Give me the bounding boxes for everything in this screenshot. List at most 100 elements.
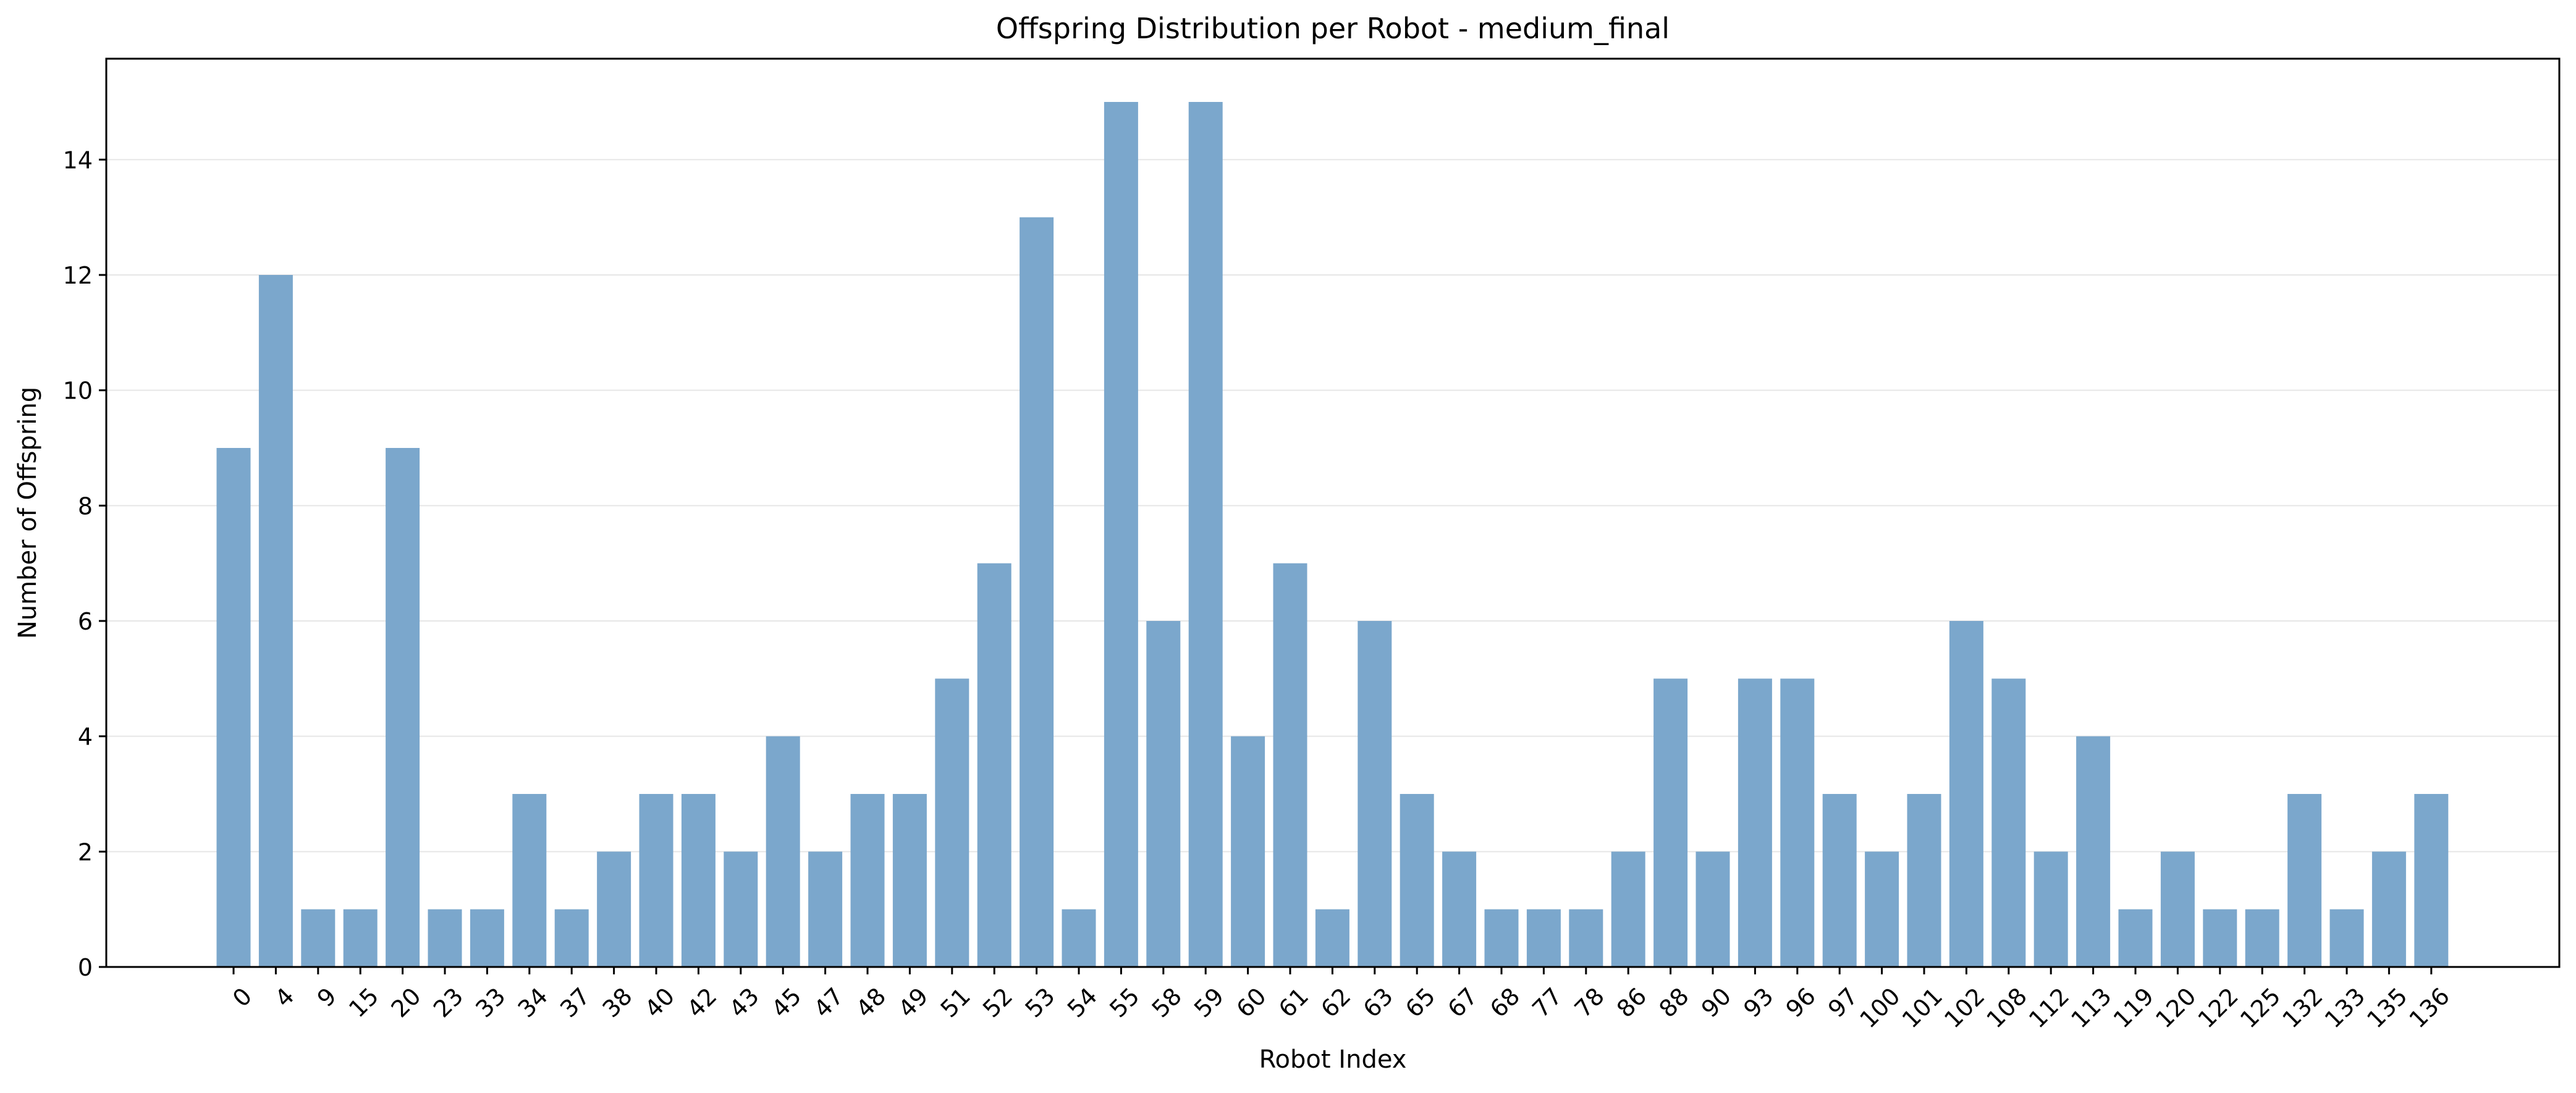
bar-53 — [1020, 217, 1054, 968]
bar-47 — [808, 851, 843, 967]
x-tick-label: 65 — [1400, 982, 1440, 1023]
bar-108 — [1991, 678, 2026, 967]
bars — [216, 102, 2449, 968]
bar-125 — [2245, 909, 2279, 967]
x-tick-label: 45 — [766, 982, 806, 1023]
x-tick-label: 55 — [1104, 982, 1144, 1023]
bar-51 — [935, 678, 969, 967]
x-tick-label: 51 — [935, 982, 976, 1023]
x-tick-label: 60 — [1231, 982, 1271, 1023]
x-tick-label: 67 — [1442, 982, 1482, 1023]
bar-33 — [470, 909, 504, 967]
bar-61 — [1273, 563, 1307, 967]
x-axis-ticks: 0 4 9 15 20 23 33 34 37 38 40 42 43 45 47 48 49 51 52 53 54 5… — [227, 967, 2455, 1033]
bar-55 — [1104, 102, 1138, 967]
bar-43 — [724, 851, 758, 967]
x-tick-label: 132 — [2277, 982, 2328, 1033]
x-tick-label: 23 — [428, 982, 468, 1023]
x-tick-label: 93 — [1738, 982, 1778, 1023]
bar-119 — [2118, 909, 2153, 967]
y-tick-label: 0 — [78, 954, 93, 981]
y-tick-label: 2 — [78, 838, 93, 866]
bar-52 — [977, 563, 1011, 967]
x-tick-label: 100 — [1854, 982, 1905, 1033]
y-axis-ticks: 0 2 4 6 8 10 12 14 — [63, 146, 106, 981]
bar-112 — [2033, 851, 2068, 967]
x-tick-label: 77 — [1527, 982, 1567, 1023]
bar-20 — [386, 448, 420, 967]
bar-15 — [343, 909, 378, 967]
y-axis-label: Number of Offspring — [14, 387, 42, 639]
bar-136 — [2414, 794, 2449, 967]
x-tick-label: 42 — [682, 982, 722, 1023]
bar-45 — [766, 736, 800, 967]
x-tick-label: 108 — [1982, 982, 2032, 1033]
x-axis-label: Robot Index — [1259, 1045, 1407, 1074]
x-tick-label: 119 — [2108, 982, 2159, 1033]
bar-54 — [1062, 909, 1096, 967]
bar-77 — [1526, 909, 1561, 967]
bar-102 — [1949, 621, 1983, 967]
x-tick-label: 9 — [312, 982, 342, 1012]
y-tick-label: 4 — [78, 724, 93, 751]
x-tick-label: 34 — [513, 982, 553, 1023]
x-tick-label: 125 — [2235, 982, 2286, 1033]
x-tick-label: 58 — [1147, 982, 1187, 1023]
bar-37 — [554, 909, 589, 967]
bar-88 — [1653, 678, 1688, 967]
bar-40 — [639, 794, 674, 967]
bar-58 — [1146, 621, 1181, 967]
y-tick-label: 8 — [78, 492, 93, 520]
bar-0 — [216, 448, 251, 967]
x-tick-label: 49 — [893, 982, 933, 1023]
x-tick-label: 122 — [2193, 982, 2244, 1033]
y-tick-label: 12 — [63, 262, 93, 289]
bar-78 — [1569, 909, 1603, 967]
x-tick-label: 38 — [597, 982, 637, 1023]
bar-96 — [1780, 678, 1815, 967]
x-tick-label: 43 — [724, 982, 764, 1023]
x-tick-label: 20 — [386, 982, 426, 1023]
bar-60 — [1231, 736, 1265, 967]
x-tick-label: 37 — [555, 982, 595, 1023]
bar-38 — [597, 851, 631, 967]
x-tick-label: 112 — [2024, 982, 2074, 1033]
x-tick-label: 78 — [1569, 982, 1610, 1023]
plot-frame — [105, 57, 2561, 968]
bar-42 — [681, 794, 716, 967]
bar-132 — [2287, 794, 2322, 967]
x-tick-label: 53 — [1020, 982, 1060, 1023]
x-tick-label: 90 — [1696, 982, 1736, 1023]
x-tick-label: 88 — [1653, 982, 1694, 1023]
y-tick-label: 14 — [63, 146, 93, 174]
bar-49 — [892, 794, 927, 967]
bar-100 — [1865, 851, 1899, 967]
grid-lines — [106, 159, 2559, 853]
bar-97 — [1822, 794, 1857, 967]
bar-63 — [1358, 621, 1392, 967]
x-tick-label: 135 — [2362, 982, 2412, 1033]
bar-113 — [2076, 736, 2111, 967]
bar-4 — [258, 275, 293, 967]
x-tick-label: 47 — [808, 982, 848, 1023]
bar-34 — [512, 794, 547, 967]
bar-23 — [428, 909, 462, 967]
bar-65 — [1400, 794, 1434, 967]
bar-9 — [301, 909, 336, 967]
bar-67 — [1442, 851, 1477, 967]
x-tick-label: 59 — [1189, 982, 1229, 1023]
x-tick-label: 101 — [1897, 982, 1948, 1033]
bar-133 — [2329, 909, 2364, 967]
x-tick-label: 68 — [1485, 982, 1525, 1023]
x-tick-label: 33 — [470, 982, 510, 1023]
bar-59 — [1188, 102, 1223, 967]
x-tick-label: 113 — [2066, 982, 2116, 1033]
bar-122 — [2203, 909, 2237, 967]
x-tick-label: 62 — [1315, 982, 1356, 1023]
bar-90 — [1696, 851, 1730, 967]
bar-101 — [1907, 794, 1941, 967]
bar-93 — [1738, 678, 1772, 967]
x-tick-label: 52 — [978, 982, 1018, 1023]
